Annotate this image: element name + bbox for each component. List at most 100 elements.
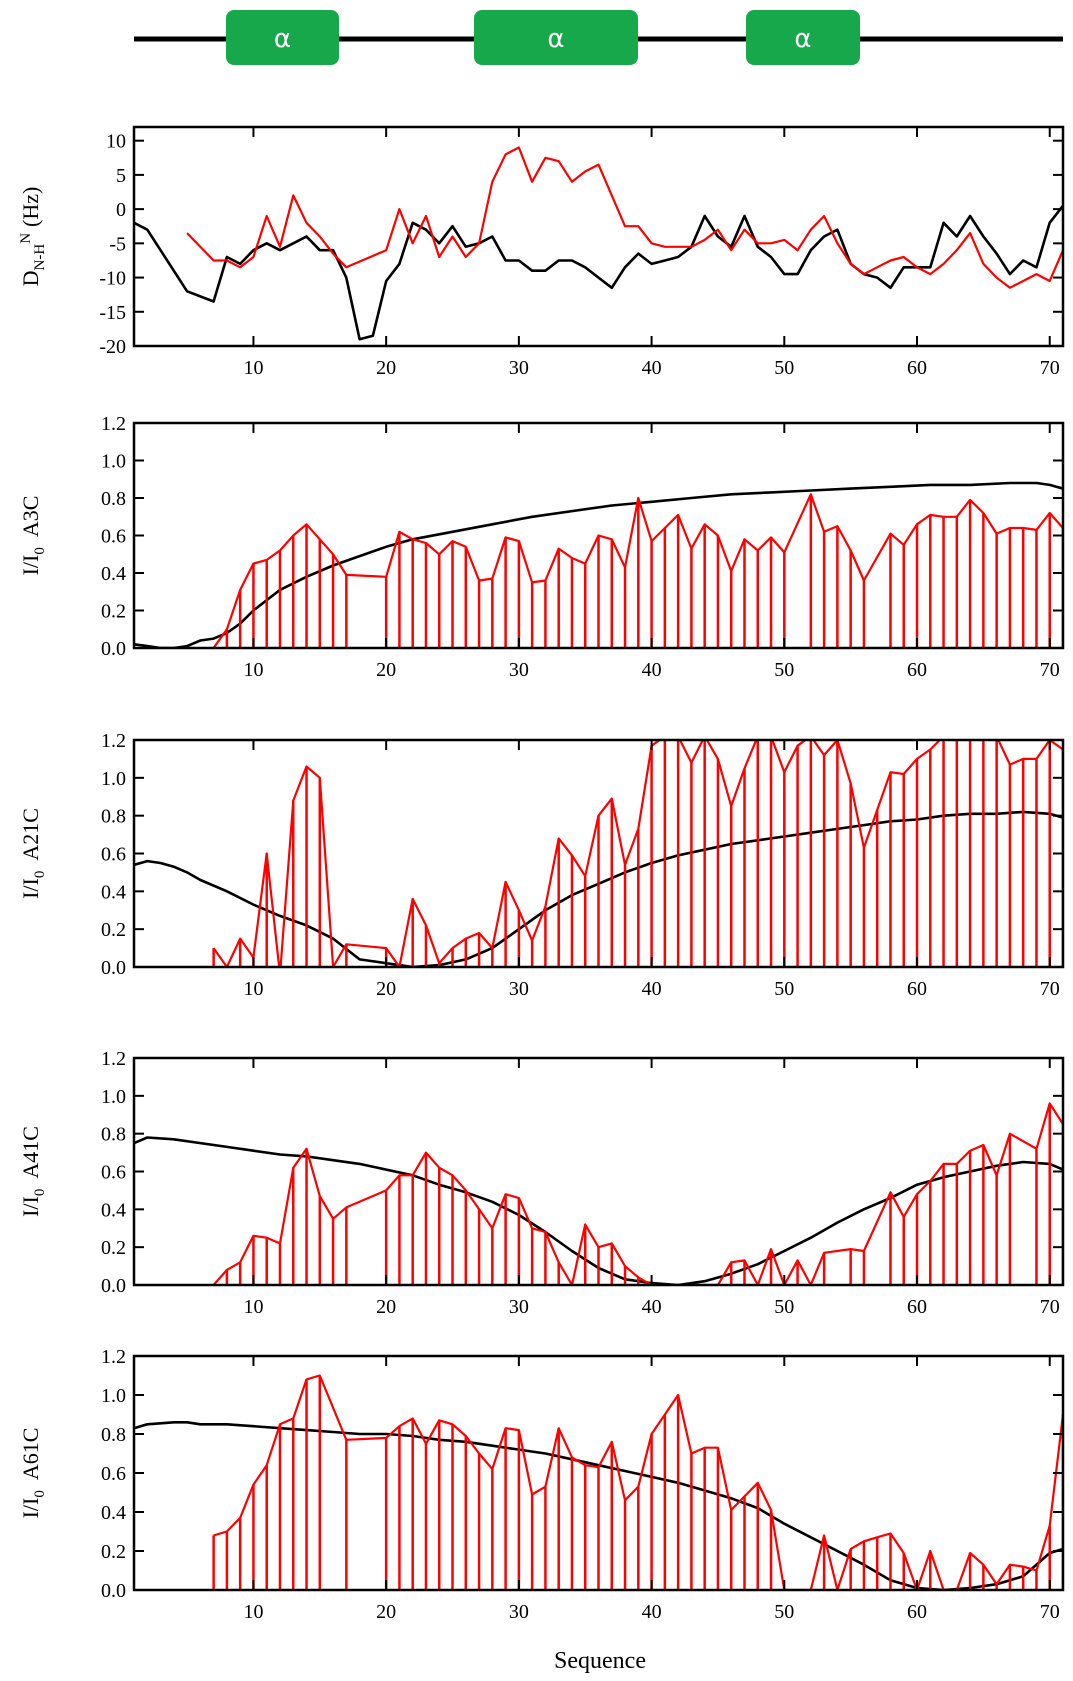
x-tick-label: 30 [509,1601,529,1623]
x-tick-label: 70 [1040,978,1060,1000]
y-tick-label: 0.2 [101,919,126,941]
x-tick-label: 10 [243,1601,263,1623]
y-tick-label: 0 [116,199,126,221]
panel-5: 1.2 1.0 0.8 0.6 0.4 0.2 0.0 10 20 30 40 50 60 70 I/I0 A… [18,1346,1065,1623]
y-axis-label-name: A41C [18,1126,43,1179]
y-tick-label: 1.0 [101,1086,126,1108]
y-axis-label: DN-HN (Hz) [18,187,48,287]
x-tick-label: 40 [642,659,662,681]
helix-box: α [746,10,860,65]
y-tick-label: 0.8 [101,806,126,828]
y-tick-label: 1.2 [101,730,126,752]
x-tick-label: 70 [1040,1296,1060,1318]
y-tick-label: 0.4 [101,563,126,585]
helix-box: α [226,10,339,65]
x-tick-label: 40 [642,1601,662,1623]
x-tick-label: 30 [509,659,529,681]
y-tick-label: 0.2 [101,601,126,623]
red-series [186,146,1063,289]
series-line [212,493,1063,648]
y-axis-label-name: A21C [18,808,43,861]
y-tick-label: -5 [109,233,126,255]
x-tick-label: 50 [774,1296,794,1318]
y-tick-label: 1.0 [101,1385,126,1407]
y-axis-label-main: I/I [18,1498,43,1519]
plot-frame [132,125,1065,348]
y-axis-label-sub: 0 [32,1189,48,1197]
x-tick-label: 30 [509,1296,529,1318]
x-tick-label: 60 [907,978,927,1000]
y-tick-label: 1.2 [101,1048,126,1070]
y-tick-label: 0.6 [101,1162,126,1184]
y-tick-label: -20 [99,336,126,358]
y-axis-label-sub: 0 [32,871,48,879]
x-tick-label: 20 [376,1296,396,1318]
series-line [213,1374,1063,1590]
y-tick-label: 0.6 [101,526,126,548]
y-tick-label: 5 [116,165,126,187]
x-tick-label: 60 [907,1296,927,1318]
y-tick-label: 0.0 [101,1580,126,1602]
series-line [134,204,1063,341]
x-tick-label: 20 [376,659,396,681]
helix-label: α [274,24,291,54]
y-axis-label-name: A3C [18,496,43,538]
x-tick-label: 20 [376,978,396,1000]
x-tick-label: 20 [376,357,396,379]
helix-rect [474,10,638,65]
series-line [186,146,1063,289]
y-axis-label-sub: 0 [32,1490,48,1498]
y-tick-label: 0.4 [101,1502,126,1524]
x-tick-label: 10 [243,978,263,1000]
x-tick-label: 70 [1040,357,1060,379]
y-axis-label-main: I/I [18,1196,43,1217]
y-tick-label: 0.8 [101,1124,126,1146]
x-tick-label: 70 [1040,1601,1060,1623]
y-tick-label: -10 [99,268,126,290]
y-tick-label: 0.8 [101,488,126,510]
red-series [212,493,1063,648]
helix-box: α [474,10,638,65]
y-axis-label-main: I/I [18,555,43,576]
y-tick-label: 0.0 [101,638,126,660]
y-tick-label: 0.8 [101,1424,126,1446]
y-axis-label: I/I0 A3C [18,496,48,576]
y-tick-label: 0.6 [101,844,126,866]
y-axis-label-sub: 0 [32,547,48,555]
x-tick-label: 30 [509,978,529,1000]
y-tick-label: 0.0 [101,1275,126,1297]
y-axis-label: I/I0 A21C [18,808,48,899]
x-tick-label: 50 [774,357,794,379]
series-line [212,1102,1063,1285]
black-series [134,481,1063,648]
helix-rect [226,10,339,65]
y-tick-label: 1.2 [101,413,126,435]
y-tick-label: 0.2 [101,1541,126,1563]
y-axis-label-main: I/I [18,878,43,899]
y-tick-label: 1.2 [101,1346,126,1368]
x-tick-label: 60 [907,659,927,681]
series-line [134,481,1063,648]
y-tick-label: 0.4 [101,1199,126,1221]
panel-2: 1.2 1.0 0.8 0.6 0.4 0.2 0.0 10 20 30 40 50 60 70 I/I0 A… [18,413,1065,681]
y-tick-label: 0.2 [101,1237,126,1259]
x-tick-label: 10 [243,1296,263,1318]
y-axis-label-sup: N [18,233,34,244]
y-axis-label: I/I0 A41C [18,1126,48,1217]
x-axis-label: Sequence [554,1648,646,1674]
panel-4: 1.2 1.0 0.8 0.6 0.4 0.2 0.0 10 20 30 40 50 60 70 I/I0 A… [18,1048,1065,1318]
x-tick-label: 70 [1040,659,1060,681]
x-tick-label: 10 [243,659,263,681]
x-tick-label: 50 [774,1601,794,1623]
y-axis-label-unit: (Hz) [18,187,43,227]
y-axis-label: I/I0 A61C [18,1428,48,1519]
y-tick-label: 0.4 [101,881,126,903]
y-tick-label: 10 [106,131,126,153]
y-axis-label-main: D [18,270,43,286]
x-tick-label: 50 [774,978,794,1000]
x-tick-label: 20 [376,1601,396,1623]
